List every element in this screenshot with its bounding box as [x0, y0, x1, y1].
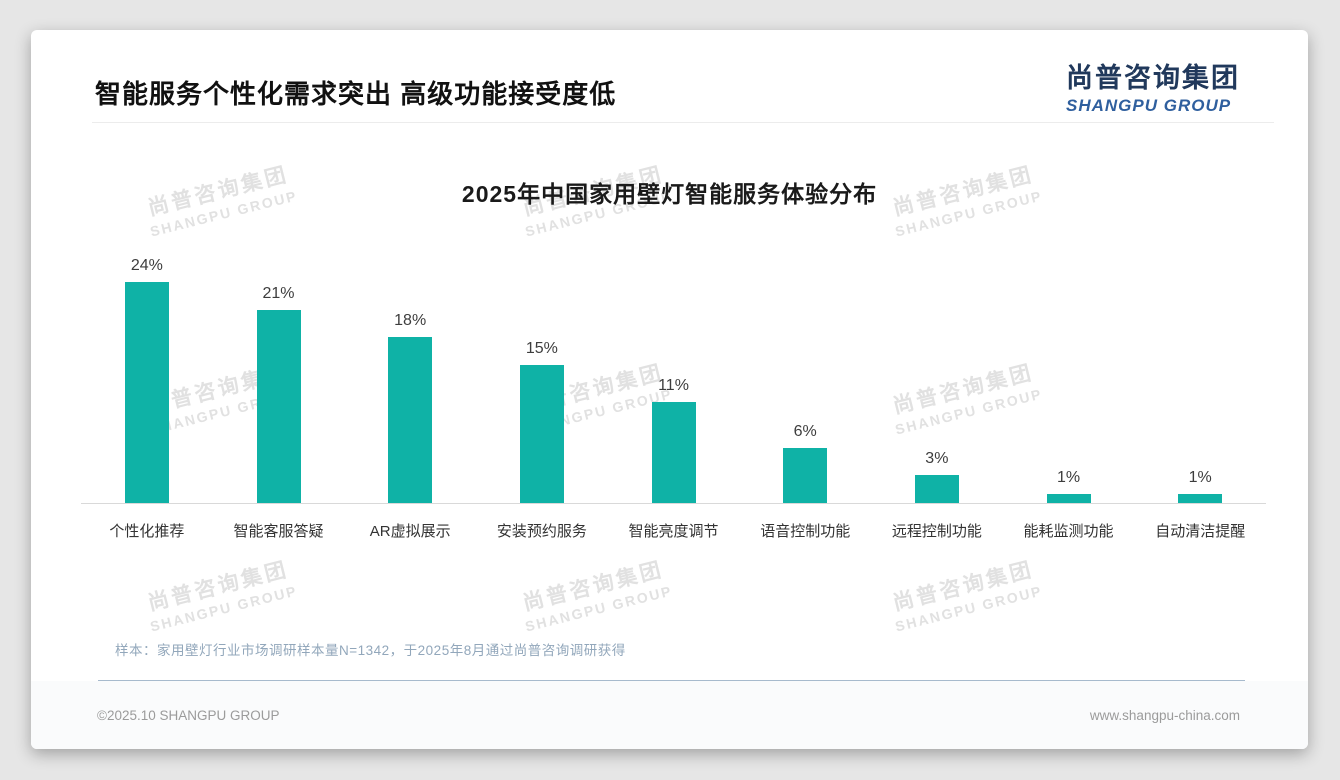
category-label: 智能客服答疑: [233, 523, 324, 540]
chart-title: 2025年中国家用壁灯智能服务体验分布: [461, 181, 878, 207]
footer-divider: [98, 680, 1245, 681]
bar-column: 18%: [344, 312, 476, 503]
bar-column: 1%: [1003, 469, 1135, 503]
bar: [519, 365, 564, 503]
slide-card: 尚普咨询集团 SHANGPU GROUP 尚普咨询集团 SHANGPU GROUP 尚普…: [31, 30, 1308, 749]
brand-name-cn: 尚普咨询集团: [1066, 63, 1240, 93]
bar-chart: 24% 21% 18% 15% 11% 6% 3% 1% 1% 个性化推荐 智能客服答疑 AR虚拟展…: [81, 257, 1266, 541]
bar-column: 11%: [608, 377, 740, 503]
bar-column: 6%: [739, 423, 871, 503]
category-label: 自动清洁提醒: [1155, 523, 1246, 540]
bar-value-label: 1%: [1056, 468, 1081, 486]
website-text: www.shangpu-china.com: [1089, 707, 1240, 723]
category-label: 智能亮度调节: [628, 523, 719, 540]
bar: [783, 447, 828, 503]
bars-area: 24% 21% 18% 15% 11% 6% 3% 1% 1%: [81, 257, 1266, 504]
bar-value-label: 24%: [130, 257, 163, 275]
header: 智能服务个性化需求突出 高级功能接受度低 尚普咨询集团 SHANGPU GROU…: [31, 30, 1308, 123]
copyright-text: ©2025.10 SHANGPU GROUP: [97, 707, 280, 723]
bar-column: 21%: [213, 285, 345, 503]
bar-column: 15%: [476, 340, 608, 503]
x-axis-labels: 个性化推荐 智能客服答疑 AR虚拟展示 安装预约服务 智能亮度调节 语音控制功能 远程控制功…: [81, 520, 1266, 541]
bar: [914, 475, 959, 503]
bar-value-label: 18%: [394, 312, 427, 330]
bar-value-label: 15%: [525, 340, 558, 357]
bar-value-label: 3%: [925, 450, 949, 468]
brand-logo: 尚普咨询集团 SHANGPU GROUP: [1066, 56, 1240, 116]
footer-bar: ©2025.10 SHANGPU GROUP www.shangpu-china…: [31, 681, 1308, 749]
bar-value-label: 11%: [658, 376, 689, 394]
category-label: 远程控制功能: [891, 523, 982, 540]
bar-value-label: 21%: [262, 284, 295, 302]
brand-name-en: SHANGPU GROUP: [1066, 96, 1232, 115]
bar-value-label: 1%: [1188, 468, 1212, 486]
category-label: 个性化推荐: [109, 523, 185, 540]
category-label: 能耗监测功能: [1023, 523, 1114, 540]
bar: [124, 282, 169, 503]
header-divider: [92, 122, 1274, 123]
bar-column: 3%: [871, 450, 1003, 503]
bar-column: 24%: [81, 257, 213, 503]
bar-column: 1%: [1134, 469, 1266, 503]
bar: [388, 337, 433, 503]
bar: [1178, 493, 1223, 503]
sample-note: 样本：家用壁灯行业市场调研样本量N=1342，于2025年8月通过尚普咨询调研获…: [115, 643, 626, 658]
category-label: 安装预约服务: [496, 523, 587, 540]
bar: [1046, 493, 1091, 503]
category-label: AR虚拟展示: [369, 523, 451, 540]
bar: [651, 401, 696, 503]
category-label: 语音控制功能: [760, 523, 851, 540]
bar-value-label: 6%: [793, 422, 817, 440]
bar: [256, 309, 301, 503]
page-title: 智能服务个性化需求突出 高级功能接受度低: [95, 79, 617, 109]
